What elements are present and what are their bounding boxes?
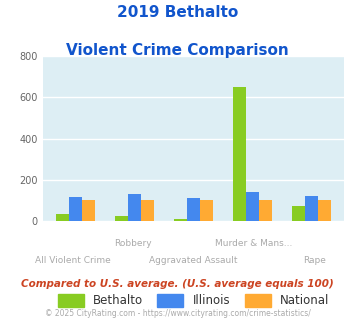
Text: Robbery: Robbery xyxy=(114,239,152,248)
Bar xyxy=(233,87,246,221)
Bar xyxy=(259,200,272,221)
Bar xyxy=(174,219,187,221)
Bar xyxy=(141,200,154,221)
Text: All Violent Crime: All Violent Crime xyxy=(35,256,111,265)
Legend: Bethalto, Illinois, National: Bethalto, Illinois, National xyxy=(53,290,334,312)
Bar xyxy=(200,200,213,221)
Text: Compared to U.S. average. (U.S. average equals 100): Compared to U.S. average. (U.S. average … xyxy=(21,279,334,289)
Text: Aggravated Assault: Aggravated Assault xyxy=(149,256,238,265)
Bar xyxy=(82,200,95,221)
Bar xyxy=(69,197,82,221)
Bar xyxy=(115,216,128,221)
Text: Violent Crime Comparison: Violent Crime Comparison xyxy=(66,43,289,58)
Bar xyxy=(56,214,69,221)
Bar xyxy=(318,200,331,221)
Text: Murder & Mans...: Murder & Mans... xyxy=(215,239,293,248)
Text: Rape: Rape xyxy=(303,256,326,265)
Bar xyxy=(128,194,141,221)
Bar xyxy=(305,196,318,221)
Bar xyxy=(292,206,305,221)
Text: © 2025 CityRating.com - https://www.cityrating.com/crime-statistics/: © 2025 CityRating.com - https://www.city… xyxy=(45,309,310,317)
Text: 2019 Bethalto: 2019 Bethalto xyxy=(117,5,238,20)
Bar xyxy=(246,192,259,221)
Bar xyxy=(187,198,200,221)
